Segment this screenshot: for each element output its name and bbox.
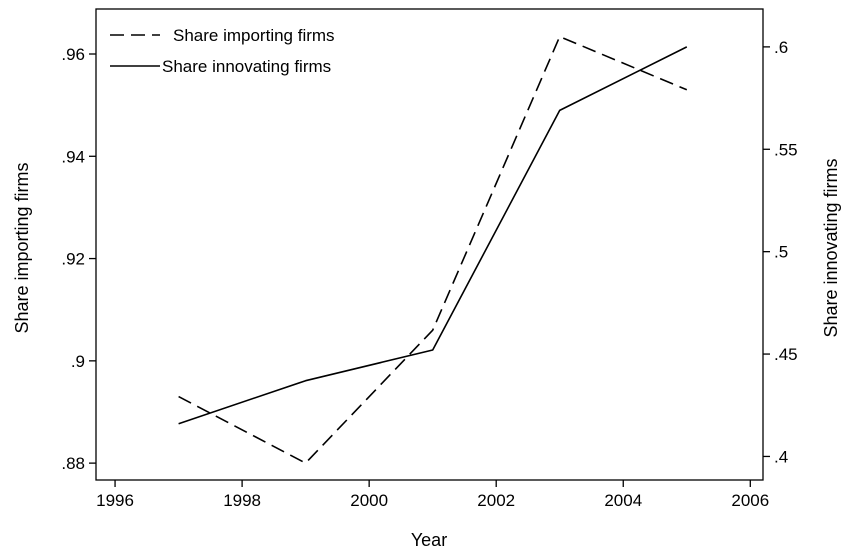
x-tick-label: 2002 [477, 491, 515, 510]
y-right-tick-label: .55 [774, 140, 798, 159]
y-right-axis-title: Share innovating firms [821, 158, 841, 337]
y-left-tick-label: .9 [71, 352, 85, 371]
y-left-tick-label: .92 [61, 250, 85, 269]
legend-label-importing: Share importing firms [173, 26, 335, 45]
y-right-axis-ticks: .4 .45 .5 .55 .6 [763, 38, 798, 467]
x-axis-ticks: 1996 1998 2000 2002 2004 2006 [96, 480, 769, 510]
y-right-tick-label: .45 [774, 345, 798, 364]
x-tick-label: 2004 [604, 491, 642, 510]
series-line-innovating [179, 47, 687, 424]
y-left-axis-ticks: .88 .9 .92 .94 .96 [61, 45, 96, 473]
x-tick-label: 2000 [350, 491, 388, 510]
y-left-tick-label: .88 [61, 454, 85, 473]
y-right-tick-label: .4 [774, 447, 788, 466]
y-left-tick-label: .94 [61, 147, 85, 166]
legend: Share importing firms Share innovating f… [110, 26, 335, 76]
x-tick-label: 1998 [223, 491, 261, 510]
legend-label-innovating: Share innovating firms [162, 57, 331, 76]
series-layer [179, 37, 687, 464]
y-left-tick-label: .96 [61, 45, 85, 64]
x-tick-label: 2006 [731, 491, 769, 510]
y-right-tick-label: .5 [774, 243, 788, 262]
x-tick-label: 1996 [96, 491, 134, 510]
x-axis-title: Year [411, 530, 447, 550]
series-line-importing [179, 37, 687, 464]
y-left-axis-title: Share importing firms [12, 162, 32, 333]
y-right-tick-label: .6 [774, 38, 788, 57]
